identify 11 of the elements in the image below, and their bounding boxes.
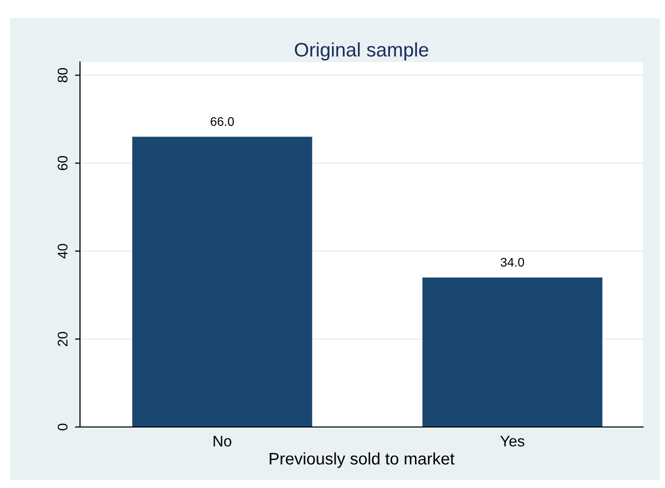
data-label: 34.0: [500, 258, 524, 267]
y-tick-label: 80: [58, 68, 68, 82]
y-tick-label: 60: [58, 156, 68, 170]
x-axis-title: Previously sold to market: [270, 452, 454, 468]
y-tick-label: 20: [58, 332, 68, 346]
x-tick-label: No: [214, 436, 232, 447]
y-tick-label: 40: [58, 244, 68, 258]
data-label: 66.0: [210, 117, 234, 126]
y-tick-label: 0: [58, 424, 68, 430]
x-tick-label: Yes: [500, 436, 524, 447]
chart-title: Original sample: [294, 42, 428, 60]
